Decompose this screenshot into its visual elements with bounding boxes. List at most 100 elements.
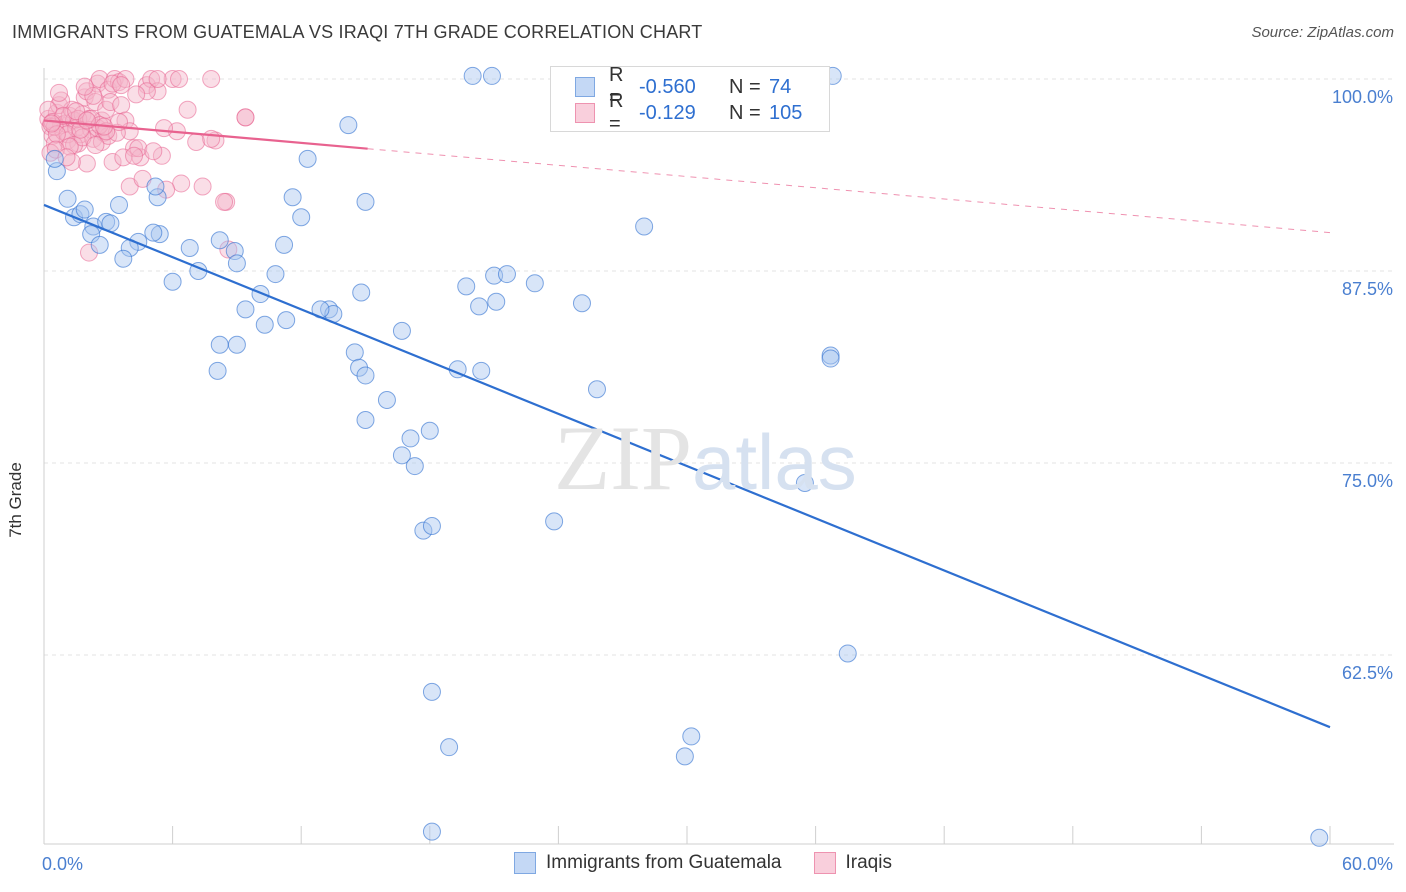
iraqi-point <box>75 77 94 96</box>
iraqi-point <box>52 91 71 110</box>
guatemala-point <box>114 249 133 268</box>
iraqi-point <box>42 114 61 133</box>
n-label: N = <box>729 101 761 124</box>
guatemala-point <box>487 292 506 311</box>
guatemala-point <box>497 265 516 284</box>
guatemala-point <box>350 358 369 377</box>
guatemala-point <box>150 225 169 244</box>
guatemala-point <box>838 644 857 663</box>
iraqi-point <box>57 148 76 167</box>
guatemala-point <box>255 315 274 334</box>
iraqi-points <box>39 70 255 262</box>
guatemala-point <box>163 272 182 291</box>
guatemala-point <box>457 277 476 296</box>
iraqi-point <box>125 146 144 165</box>
guatemala-point <box>356 192 375 211</box>
guatemala-point <box>482 66 501 85</box>
legend-swatch-iraqis <box>813 852 836 874</box>
guatemala-point <box>377 391 396 410</box>
r-value: -0.129 <box>639 101 696 124</box>
guatemala-point <box>525 274 544 293</box>
guatemala-point <box>298 149 317 168</box>
guatemala-point <box>414 521 433 540</box>
legend-item-guatemala[interactable]: Immigrants from Guatemala <box>514 852 782 874</box>
guatemala-point <box>392 321 411 340</box>
guatemala-point <box>682 727 701 746</box>
y-tick-label: 62.5% <box>1342 663 1393 683</box>
guatemala-point <box>208 361 227 380</box>
guatemala-point <box>422 516 441 535</box>
legend-item-iraqis[interactable]: Iraqis <box>813 852 892 874</box>
guatemala-point <box>795 473 814 492</box>
guatemala-point <box>422 822 441 841</box>
guatemala-point <box>422 682 441 701</box>
axes <box>43 68 1394 845</box>
guatemala-point <box>356 410 375 429</box>
legend-label-guatemala: Immigrants from Guatemala <box>546 852 782 873</box>
iraqi-point <box>148 82 167 101</box>
guatemala-point <box>821 349 840 368</box>
guatemala-point <box>180 238 199 257</box>
iraqi-point <box>77 154 96 173</box>
guatemala-point <box>277 311 296 330</box>
stats-legend: R = -0.560 N = 74 R = -0.129 N = 105 <box>550 64 830 135</box>
iraqi-point <box>103 152 122 171</box>
guatemala-point <box>227 335 246 354</box>
iraqi-point <box>116 111 135 130</box>
iraqi-point <box>148 70 167 88</box>
legend-label-iraqis: Iraqis <box>845 852 892 873</box>
iraqi-point <box>71 120 90 139</box>
r-label: R = <box>609 64 624 109</box>
iraqi-point <box>127 85 146 104</box>
guatemala-point <box>405 457 424 476</box>
guatemala-point <box>352 283 371 302</box>
legend-swatch-guatemala <box>575 77 595 97</box>
zipatlas-watermark: ZIPatlas <box>554 407 857 509</box>
iraqi-point <box>86 136 105 155</box>
guatemala-point <box>266 265 285 284</box>
iraqi-point <box>60 137 79 156</box>
iraqi-point <box>202 70 221 88</box>
chart-title: IMMIGRANTS FROM GUATEMALA VS IRAQI 7TH G… <box>12 22 703 42</box>
legend-row-iraqis: R = -0.129 N = 105 <box>575 90 802 135</box>
legend-swatch-iraqis <box>575 103 595 123</box>
guatemala-point <box>472 361 491 380</box>
iraqi-point <box>112 96 131 115</box>
iraqi-point <box>47 125 66 144</box>
guatemala-point <box>236 300 255 319</box>
iraqi-point <box>236 108 255 127</box>
guatemala-point <box>283 188 302 207</box>
gridlines <box>44 78 1394 656</box>
guatemala-point <box>292 208 311 227</box>
iraqi-point <box>144 142 163 161</box>
guatemala-trend-line <box>43 203 1331 729</box>
legend-swatch-guatemala <box>514 852 537 874</box>
n-value: 74 <box>769 75 792 98</box>
iraqi-point <box>215 192 234 211</box>
guatemala-point <box>420 421 439 440</box>
iraqi-point <box>152 146 171 165</box>
guatemala-point <box>356 366 375 385</box>
n-label: N = <box>729 75 761 98</box>
guatemala-point <box>485 266 504 285</box>
guatemala-point <box>545 512 564 531</box>
x-tick-label: 0.0% <box>42 854 83 874</box>
iraqi-point <box>46 140 65 159</box>
guatemala-point <box>45 149 64 168</box>
tick-labels: 62.5% 75.0% 87.5% 100.0% 0.0% 60.0% <box>42 87 1393 874</box>
guatemala-point <box>1310 828 1329 847</box>
guatemala-point <box>275 235 294 254</box>
iraqi-point <box>155 119 174 138</box>
x-tick-label: 60.0% <box>1342 854 1393 874</box>
guatemala-point <box>110 195 129 214</box>
iraqi-point <box>202 129 221 148</box>
iraqi-trend-line <box>43 119 368 150</box>
iraqi-point <box>137 82 156 101</box>
guatemala-point <box>401 429 420 448</box>
guatemala-point <box>146 177 165 196</box>
guatemala-point <box>572 294 591 313</box>
iraqi-point <box>112 76 131 95</box>
guatemala-point <box>148 188 167 207</box>
trend-lines <box>43 119 1331 729</box>
iraqi-point <box>193 177 212 196</box>
